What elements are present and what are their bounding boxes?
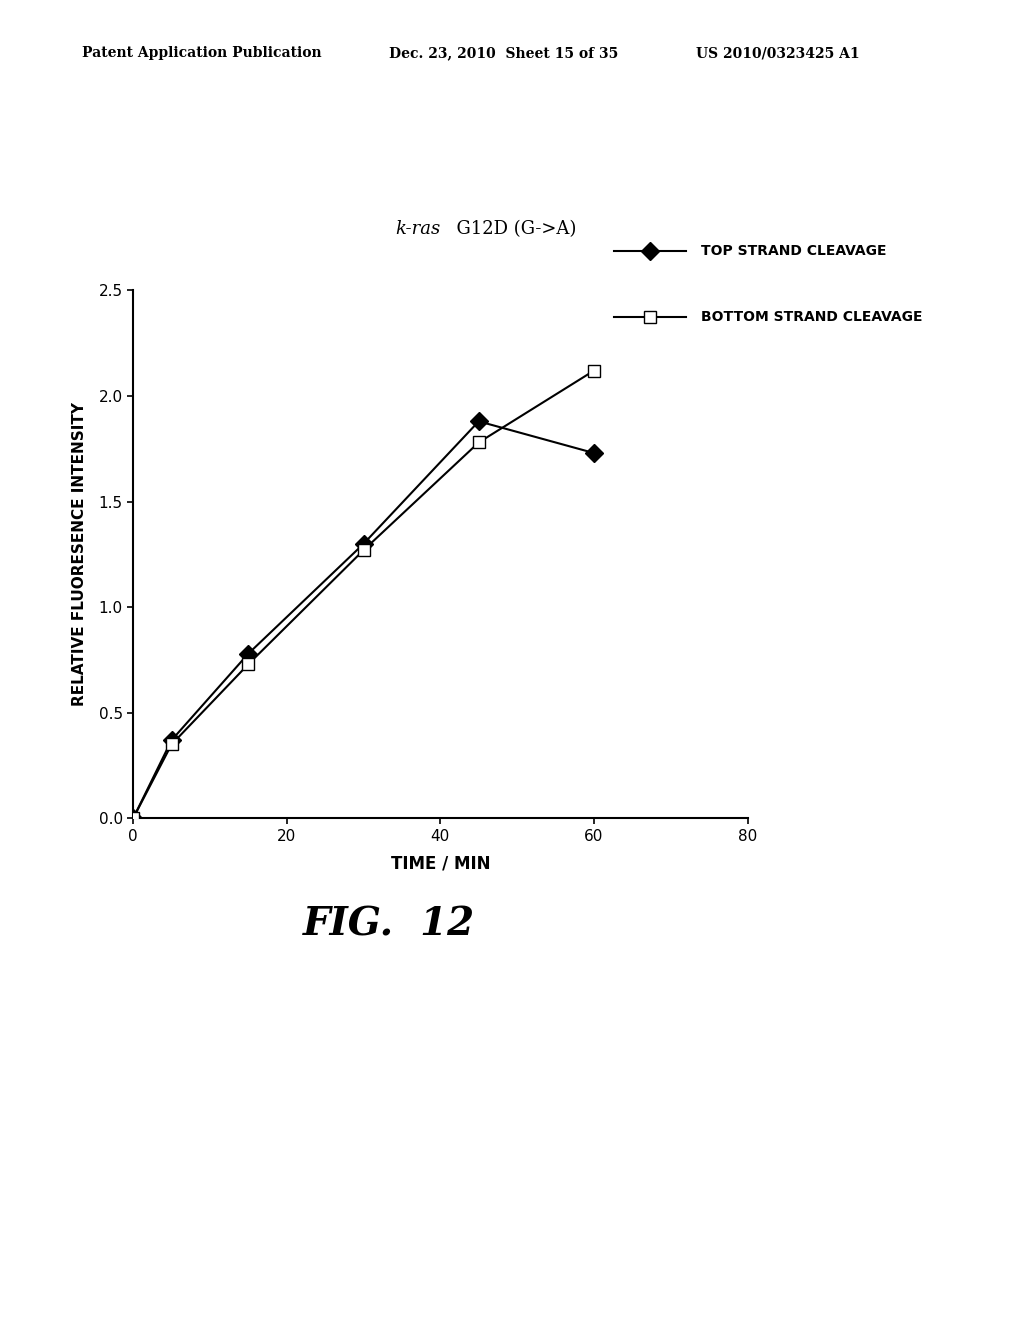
- Text: FIG.  12: FIG. 12: [303, 906, 475, 942]
- Text: k-ras: k-ras: [395, 219, 440, 238]
- Text: Dec. 23, 2010  Sheet 15 of 35: Dec. 23, 2010 Sheet 15 of 35: [389, 46, 618, 61]
- Text: US 2010/0323425 A1: US 2010/0323425 A1: [696, 46, 860, 61]
- X-axis label: TIME / MIN: TIME / MIN: [390, 855, 490, 873]
- Y-axis label: RELATIVE FLUORESENCE INTENSITY: RELATIVE FLUORESENCE INTENSITY: [73, 403, 87, 706]
- Text: Patent Application Publication: Patent Application Publication: [82, 46, 322, 61]
- Text: G12D (G->A): G12D (G->A): [445, 219, 577, 238]
- Text: TOP STRAND CLEAVAGE: TOP STRAND CLEAVAGE: [701, 244, 887, 257]
- Text: BOTTOM STRAND CLEAVAGE: BOTTOM STRAND CLEAVAGE: [701, 310, 923, 323]
